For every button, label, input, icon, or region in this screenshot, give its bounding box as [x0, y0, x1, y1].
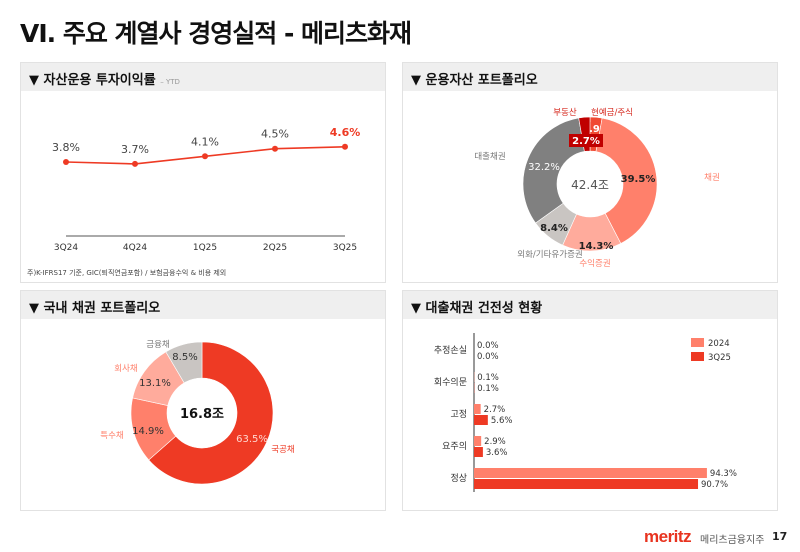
legend-label: 2024: [708, 339, 730, 349]
bar: [474, 436, 482, 446]
slice-name-label: 회사채: [114, 363, 137, 374]
category-label: 추정손실: [434, 345, 467, 356]
bar-value-label: 5.6%: [491, 416, 513, 426]
pie-slice: [595, 117, 658, 244]
data-label: 4.5%: [261, 128, 289, 141]
slice-value-label: 14.9%: [132, 426, 164, 437]
bar-value-label: 0.0%: [477, 352, 499, 362]
data-point: [132, 160, 138, 167]
label-background: [569, 134, 603, 147]
panel-header: ▼ 국내 채권 포트폴리오: [21, 291, 385, 319]
category-label: 요주의: [442, 441, 467, 452]
pie-slice: [148, 341, 274, 485]
bar-value-label: 3.6%: [486, 448, 508, 458]
slice-value-label: 2.7%: [572, 136, 600, 147]
bar: [474, 404, 481, 414]
pie-slice: [165, 341, 203, 384]
category-label: 회수의문: [434, 377, 467, 388]
data-point: [63, 159, 69, 165]
panel-header: ▼ 자산운용 투자이익률 – YTD: [21, 63, 385, 91]
panel-title: ▼ 대출채권 건전성 현황: [411, 301, 543, 316]
slice-name-label: 현예금/주식: [591, 107, 633, 118]
slice-name-label: 금융채: [146, 339, 169, 350]
bar-value-label: 2.9%: [484, 437, 506, 447]
panel-header: ▼ 대출채권 건전성 현황: [403, 291, 777, 319]
slice-name-label: 특수채: [100, 430, 123, 441]
data-label: 3.7%: [121, 143, 149, 156]
data-point: [202, 153, 208, 160]
slice-value-label: 2.9%: [582, 124, 610, 135]
company-name: 메리츠금융지주: [700, 535, 765, 546]
meritz-logo: meritz: [644, 527, 692, 546]
slice-name-label: 수익증권: [579, 258, 610, 269]
category-label: 고정: [450, 409, 467, 420]
category-label: 정상: [450, 473, 467, 484]
bar: [474, 479, 699, 489]
bar-value-label: 0.1%: [477, 384, 499, 394]
slice-name-label: 외화/기타유가증권: [517, 249, 582, 260]
slice-value-label: 8.5%: [172, 352, 197, 363]
x-tick-label: 4Q24: [123, 243, 148, 253]
bar-value-label: 90.7%: [701, 480, 728, 490]
slice-name-label: 채권: [704, 172, 720, 183]
page-number: 17: [772, 530, 788, 543]
slice-value-label: 13.1%: [139, 378, 171, 389]
center-total-label: 16.8조: [180, 407, 224, 422]
slice-value-label: 8.4%: [540, 223, 568, 234]
x-tick-label: 2Q25: [263, 243, 287, 253]
data-point: [342, 143, 348, 150]
slice-value-label: 63.5%: [236, 434, 268, 445]
bar: [474, 468, 707, 478]
footnote: 주)K-IFRS17 기준, GIC(퇴직연금포함) / 보험금융수익 & 비용…: [27, 269, 227, 277]
bar: [474, 447, 483, 457]
page-title: VI. 주요 계열사 경영실적 - 메리츠화재: [20, 19, 412, 48]
panel-title: ▼ 자산운용 투자이익률: [29, 73, 156, 88]
investment-yield-panel: ▼ 자산운용 투자이익률 – YTD 주)K-IFRS17 기준, GIC(퇴직…: [20, 62, 386, 283]
slice-value-label: 39.5%: [621, 174, 656, 185]
data-label: 4.6%: [330, 126, 361, 139]
data-point: [272, 145, 278, 152]
panel-subtitle: – YTD: [160, 78, 180, 86]
panel-header: ▼ 운용자산 포트폴리오: [403, 63, 777, 91]
center-total-label: 42.4조: [571, 178, 609, 192]
bar-value-label: 0.0%: [477, 341, 499, 351]
x-tick-label: 3Q24: [54, 243, 79, 253]
bar-value-label: 0.1%: [477, 373, 499, 383]
legend-label: 3Q25: [708, 353, 731, 363]
data-label: 3.8%: [52, 141, 80, 154]
slice-name-label: 부동산: [553, 107, 577, 118]
x-tick-label: 3Q25: [333, 243, 357, 253]
data-label: 4.1%: [191, 135, 219, 148]
panel-title: ▼ 운용자산 포트폴리오: [411, 73, 538, 88]
slice-value-label: 14.3%: [579, 241, 614, 252]
x-tick-label: 1Q25: [193, 243, 217, 253]
panel-title: ▼ 국내 채권 포트폴리오: [29, 301, 161, 316]
legend-swatch: [691, 352, 704, 361]
bar-value-label: 94.3%: [710, 469, 737, 479]
bar-value-label: 2.7%: [484, 405, 506, 415]
slice-value-label: 32.2%: [528, 162, 560, 173]
slice-name-label: 국공채: [271, 444, 294, 455]
legend-swatch: [691, 338, 704, 347]
bar: [474, 415, 488, 425]
slice-name-label: 대출채권: [474, 151, 505, 162]
